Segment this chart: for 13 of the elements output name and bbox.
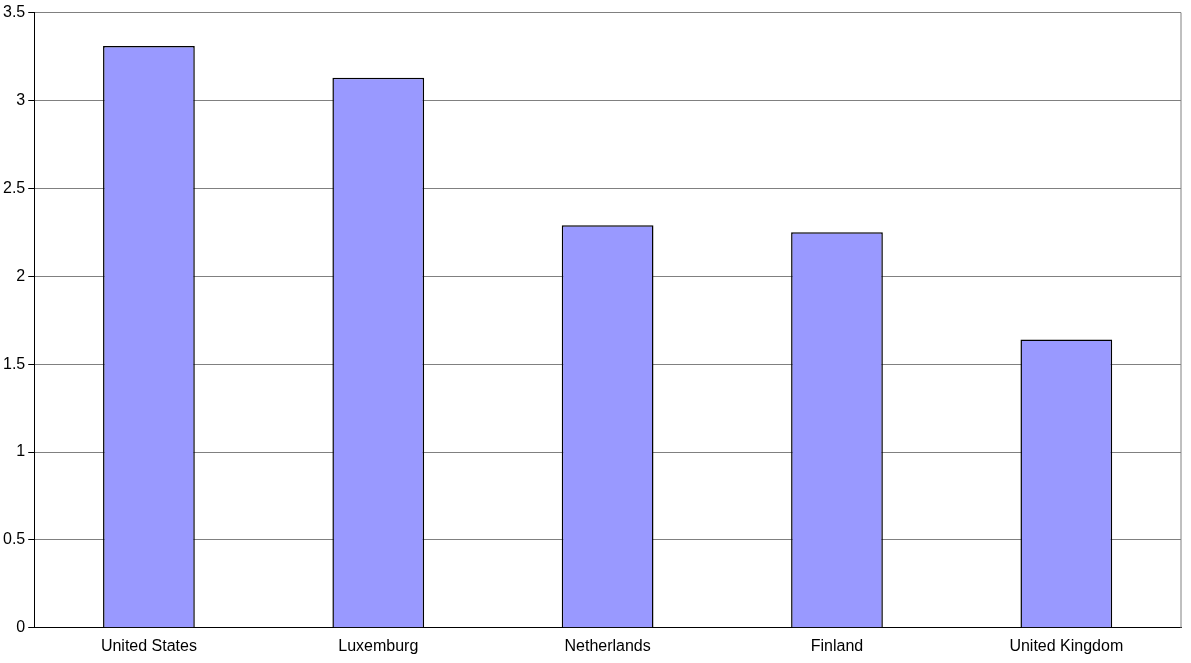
x-tick-label: Luxemburg <box>338 636 419 654</box>
y-tick-label: 0.5 <box>2 530 26 548</box>
x-tick-label: United Kingdom <box>1009 636 1124 654</box>
y-tick-label: 3 <box>16 90 26 108</box>
y-tick-label: 1.5 <box>2 354 26 372</box>
x-tick-label: Finland <box>810 636 864 654</box>
x-tick-label: Netherlands <box>564 636 651 654</box>
y-tick-label: 0 <box>16 618 26 636</box>
y-tick-label: 1 <box>16 442 26 460</box>
y-tick-label: 3.5 <box>2 3 26 21</box>
x-tick-label: United States <box>100 636 197 654</box>
y-tick-label: 2.5 <box>2 178 26 196</box>
y-tick-label: 2 <box>16 266 26 284</box>
